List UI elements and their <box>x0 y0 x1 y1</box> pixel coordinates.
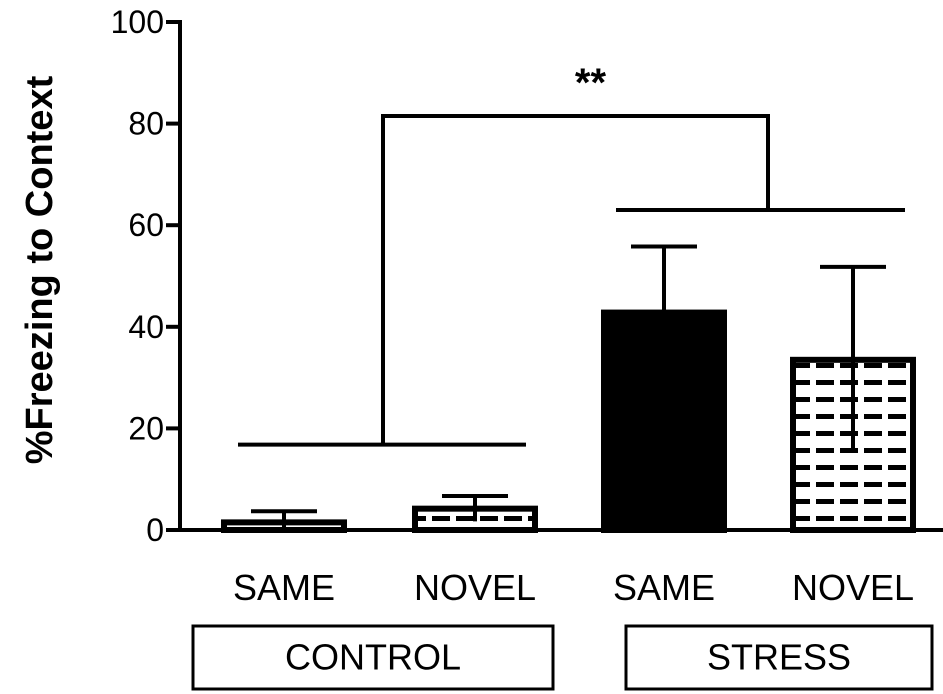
category-label-0: SAME <box>233 567 335 608</box>
significance-annotation: ** <box>238 61 905 447</box>
group-box-stress <box>624 624 934 691</box>
category-label-3: NOVEL <box>792 567 914 608</box>
y-tick-label-100: 100 <box>111 4 164 40</box>
category-label-2: SAME <box>613 567 715 608</box>
y-tick-label-20: 20 <box>128 410 164 446</box>
category-labels: SAME NOVEL SAME NOVEL <box>233 567 914 608</box>
category-label-1: NOVEL <box>414 567 536 608</box>
group-labels: CONTROL STRESS <box>191 624 934 691</box>
significance-label: ** <box>575 61 607 105</box>
bars <box>221 309 916 534</box>
group-box-control <box>191 624 555 691</box>
group-label-stress: STRESS <box>707 637 851 678</box>
error-bars <box>251 244 886 530</box>
significance-bracket <box>381 113 770 445</box>
y-tick-label-60: 60 <box>128 207 164 243</box>
y-tick-label-80: 80 <box>128 106 164 142</box>
y-tick-label-40: 40 <box>128 309 164 345</box>
y-axis-label: %Freezing to Context <box>19 75 61 464</box>
group-label-control: CONTROL <box>285 637 461 678</box>
y-tick-label-0: 0 <box>146 512 164 548</box>
